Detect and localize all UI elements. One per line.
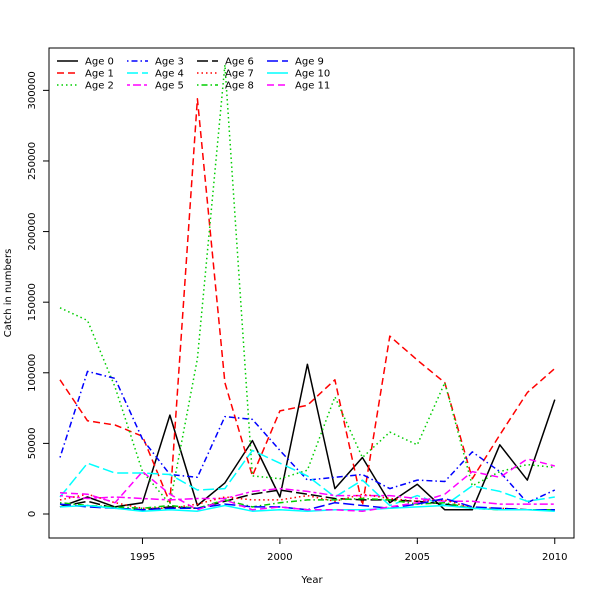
y-tick-label-200000: 200000 — [27, 212, 38, 250]
series-line-age-0 — [59, 363, 556, 511]
legend-label-age-8: Age 8 — [225, 81, 254, 92]
y-tick-label-100000: 100000 — [27, 354, 38, 392]
series-line-age-3 — [59, 370, 556, 504]
series-layer — [59, 64, 556, 512]
y-tick-label-150000: 150000 — [27, 283, 38, 321]
legend-label-age-3: Age 3 — [155, 57, 184, 68]
series-line-age-11 — [59, 458, 555, 512]
series-line-age-1 — [59, 98, 556, 507]
y-axis-label: Catch in numbers — [3, 249, 14, 338]
legend-label-age-2: Age 2 — [85, 81, 114, 92]
y-tick-label-0: 0 — [27, 511, 38, 517]
legend-label-age-7: Age 7 — [225, 69, 254, 80]
legend-label-age-0: Age 0 — [85, 57, 114, 68]
x-axis: 1995 2000 2005 2010 — [130, 538, 567, 563]
legend-label-age-9: Age 9 — [295, 57, 324, 68]
legend-label-age-1: Age 1 — [85, 69, 114, 80]
legend-label-age-11: Age 11 — [295, 81, 330, 92]
x-axis-label: Year — [300, 575, 323, 586]
legend-label-age-10: Age 10 — [295, 69, 330, 80]
y-tick-label-250000: 250000 — [27, 142, 38, 180]
series-line-age-5 — [59, 487, 555, 505]
y-tick-label-50000: 50000 — [27, 427, 38, 459]
x-tick-label-2000: 2000 — [267, 552, 292, 563]
x-tick-label-2005: 2005 — [405, 552, 430, 563]
plot-frame — [48, 47, 575, 539]
legend-label-age-6: Age 6 — [225, 57, 254, 68]
x-tick-label-1995: 1995 — [130, 552, 155, 563]
legend-label-age-4: Age 4 — [155, 69, 184, 80]
series-line-age-8 — [59, 497, 555, 511]
series-line-age-10 — [59, 504, 555, 512]
y-tick-label-300000: 300000 — [27, 71, 38, 109]
series-line-age-4 — [59, 449, 555, 507]
x-tick-label-2010: 2010 — [542, 552, 567, 563]
legend-label-age-5: Age 5 — [155, 81, 184, 92]
y-axis: 0 50000 100000 150000 200000 250000 300000 — [27, 71, 49, 517]
